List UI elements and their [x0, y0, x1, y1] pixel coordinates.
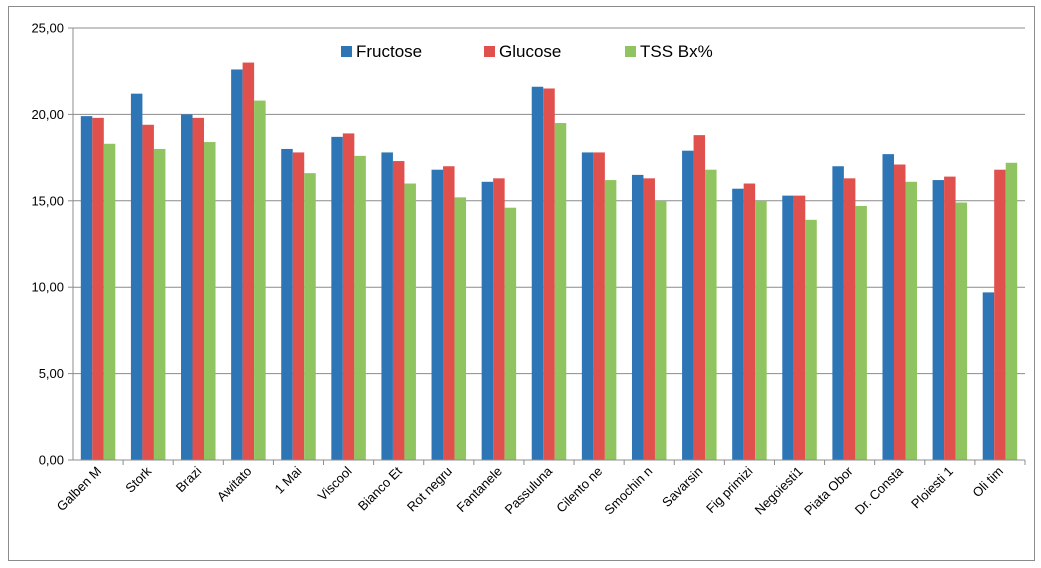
x-tick-label: Piata Obor	[801, 463, 856, 518]
x-tick-label: Fantanele	[454, 464, 505, 515]
bar-fructose-18	[932, 180, 945, 460]
legend-swatch-fructose	[341, 46, 352, 57]
x-tick-label: Negoiesti1	[752, 464, 806, 518]
x-tick-label: Ploiesti 1	[908, 464, 956, 512]
bar-tss-bx--16	[855, 205, 867, 460]
bar-tss-bx--19	[1005, 162, 1018, 460]
bar-fructose-1	[80, 116, 93, 460]
bar-fructose-2	[130, 93, 143, 460]
y-tick-label: 5,00	[39, 366, 64, 381]
bar-tss-bx--5	[304, 173, 316, 460]
bar-glucose-1	[92, 117, 104, 461]
x-tick-label: Rot negru	[404, 464, 455, 515]
bar-tss-bx--11	[604, 180, 617, 460]
x-tick-label: Cilento ne	[553, 464, 605, 516]
bar-fructose-7	[381, 152, 393, 461]
bar-fructose-17	[882, 154, 894, 460]
legend: Fructose Glucose TSS Bx%	[341, 42, 713, 61]
y-tick-label: 0,00	[39, 453, 64, 468]
bar-tss-bx--10	[554, 123, 567, 460]
bar-glucose-18	[944, 176, 956, 461]
axes	[68, 27, 1026, 465]
bar-tss-bx--15	[805, 219, 817, 460]
bar-fructose-14	[732, 188, 744, 460]
bar-glucose-12	[643, 178, 655, 460]
bar-tss-bx--13	[705, 169, 717, 460]
legend-label: TSS Bx%	[640, 42, 713, 61]
bar-tss-bx--17	[905, 181, 917, 461]
x-tick-label: Awitato	[214, 464, 255, 505]
bar-fructose-13	[682, 150, 694, 460]
bar-fructose-9	[481, 181, 494, 461]
bar-glucose-3	[192, 117, 205, 461]
y-tick-labels: 0,00 5,00 10,00 15,00 20,00 25,00	[31, 21, 64, 468]
bar-tss-bx--7	[404, 183, 416, 460]
x-tick-label: Bianco Et	[355, 463, 405, 513]
y-tick-label: 10,00	[31, 280, 64, 295]
x-tick-label: 1 Mai	[272, 463, 305, 496]
bar-fructose-16	[832, 166, 844, 461]
bar-tss-bx--18	[955, 202, 968, 460]
bar-glucose-6	[342, 133, 355, 460]
x-tick-labels: Galben M Stork Brazi Awitato 1 Mai Viscool Bia…	[54, 463, 1006, 518]
bar-glucose-13	[693, 135, 706, 460]
legend-label: Glucose	[499, 42, 561, 61]
bar-tss-bx--3	[204, 142, 216, 461]
x-tick-label: Galben M	[54, 464, 104, 514]
x-tick-label: Stork	[122, 463, 154, 495]
bar-tss-bx--14	[755, 200, 767, 461]
legend-swatch-tss-bx-	[625, 46, 636, 57]
bar-fructose-15	[782, 195, 794, 460]
bar-fructose-10	[531, 86, 544, 460]
x-tick-label: Fig primizi	[703, 463, 756, 516]
bar-tss-bx--12	[654, 200, 667, 461]
bar-fructose-6	[331, 136, 343, 461]
bar-glucose-4	[242, 62, 255, 461]
bars	[80, 62, 1018, 461]
bar-glucose-15	[793, 195, 806, 460]
bar-fructose-11	[581, 152, 594, 461]
bar-glucose-8	[443, 166, 455, 461]
legend-label: Fructose	[356, 42, 422, 61]
bar-glucose-2	[142, 124, 154, 461]
bar-tss-bx--1	[103, 143, 116, 460]
bar-glucose-19	[994, 169, 1006, 460]
x-tick-label: Viscool	[315, 463, 355, 503]
bar-tss-bx--8	[454, 197, 467, 460]
bar-glucose-17	[893, 164, 906, 460]
bar-glucose-10	[543, 88, 555, 460]
bar-fructose-3	[181, 114, 193, 461]
bar-tss-bx--6	[354, 155, 366, 460]
y-tick-label: 25,00	[31, 21, 64, 36]
bar-glucose-11	[593, 152, 605, 461]
bar-fructose-12	[631, 174, 644, 460]
bar-tss-bx--9	[504, 207, 517, 460]
legend-swatch-glucose	[484, 46, 495, 57]
bar-fructose-8	[431, 169, 444, 460]
bar-fructose-5	[281, 148, 293, 460]
x-tick-label: Savarsin	[659, 464, 705, 510]
bar-glucose-16	[843, 178, 856, 460]
bar-tss-bx--2	[153, 148, 166, 460]
x-tick-label: Smochin n	[601, 464, 655, 518]
bar-fructose-19	[982, 292, 995, 460]
y-tick-label: 20,00	[31, 107, 64, 122]
bar-glucose-5	[292, 152, 305, 461]
bar-glucose-7	[392, 161, 405, 460]
y-tick-label: 15,00	[31, 193, 64, 208]
bar-glucose-9	[493, 178, 505, 460]
x-tick-label: Brazi	[173, 463, 205, 495]
bar-fructose-4	[231, 69, 243, 460]
x-tick-label: Oli tim	[969, 464, 1006, 501]
x-tick-label: Dr. Consta	[852, 463, 907, 518]
x-tick-label: Passuluna	[502, 463, 556, 517]
bar-tss-bx--4	[254, 100, 266, 460]
bar-glucose-14	[743, 183, 756, 460]
